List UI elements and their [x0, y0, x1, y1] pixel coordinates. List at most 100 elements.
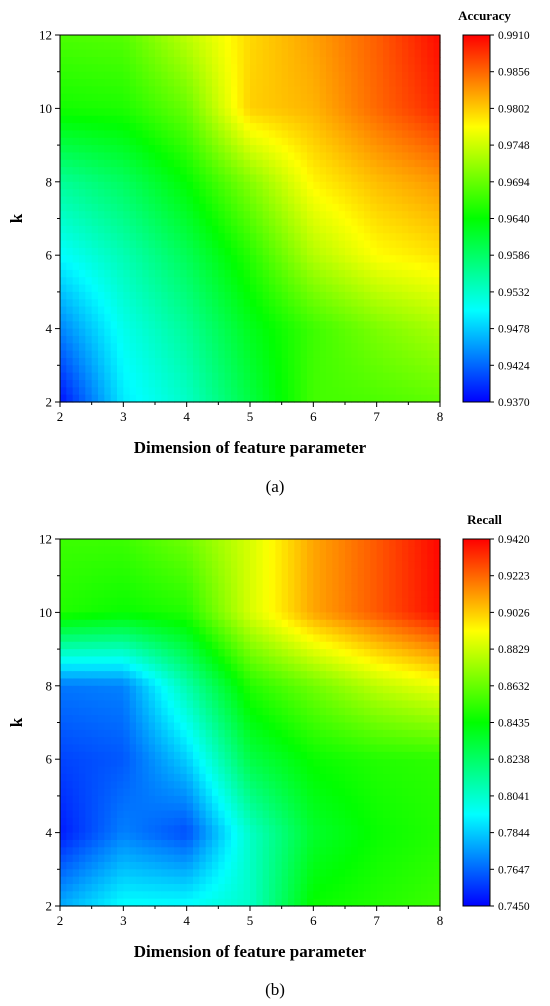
heatmap-cell	[66, 218, 74, 227]
heatmap-cell	[319, 350, 327, 359]
heatmap-cell	[332, 71, 340, 80]
heatmap-cell	[231, 891, 238, 900]
heatmap-cell	[281, 328, 289, 337]
heatmap-cell	[136, 737, 143, 746]
heatmap-cell	[408, 365, 416, 374]
heatmap-cell	[269, 350, 276, 359]
heatmap-cell	[250, 269, 257, 278]
heatmap-cell	[161, 321, 169, 330]
heatmap-cell	[167, 891, 175, 900]
heatmap-cell	[408, 269, 416, 278]
heatmap-cell	[256, 306, 264, 315]
heatmap-cell	[180, 42, 188, 51]
heatmap-cell	[275, 343, 283, 352]
heatmap-cell	[136, 335, 143, 344]
heatmap-cell	[123, 247, 131, 256]
heatmap-cell	[91, 335, 99, 344]
heatmap-cell	[275, 590, 283, 599]
heatmap-cell	[129, 553, 137, 562]
heatmap-cell	[231, 225, 238, 234]
heatmap-cell	[123, 693, 131, 702]
heatmap-cell	[186, 291, 194, 300]
heatmap-cell	[148, 817, 156, 826]
heatmap-cell	[275, 306, 283, 315]
heatmap-cell	[395, 203, 403, 212]
heatmap-cell	[98, 744, 105, 753]
heatmap-cell	[60, 781, 67, 790]
heatmap-cell	[104, 137, 112, 146]
heatmap-cell	[275, 671, 283, 680]
heatmap-cell	[288, 379, 295, 388]
heatmap-cell	[60, 247, 67, 256]
heatmap-cell	[79, 898, 86, 907]
heatmap-cell	[414, 49, 422, 58]
heatmap-cell	[186, 328, 194, 337]
heatmap-cell	[224, 553, 232, 562]
heatmap-cell	[408, 299, 416, 308]
heatmap-cell	[357, 387, 365, 396]
heatmap-cell	[72, 269, 80, 278]
heatmap-cell	[332, 255, 340, 264]
heatmap-cell	[281, 891, 289, 900]
heatmap-cell	[414, 137, 422, 146]
heatmap-cell	[224, 876, 232, 885]
heatmap-cell	[161, 225, 169, 234]
heatmap-cell	[224, 891, 232, 900]
heatmap-cell	[155, 225, 162, 234]
heatmap-cell	[262, 898, 270, 907]
heatmap-cell	[402, 247, 409, 256]
heatmap-cell	[205, 211, 213, 220]
heatmap-cell	[136, 379, 143, 388]
heatmap-cell	[262, 707, 270, 716]
heatmap-cell	[313, 277, 321, 286]
heatmap-cell	[110, 553, 118, 562]
heatmap-cell	[123, 627, 131, 636]
heatmap-cell	[117, 35, 124, 43]
heatmap-cell	[155, 86, 162, 95]
heatmap-cell	[294, 269, 302, 278]
heatmap-cell	[364, 108, 371, 117]
heatmap-cell	[269, 49, 276, 58]
heatmap-cell	[142, 568, 150, 577]
heatmap-cell	[117, 86, 124, 95]
heatmap-cell	[129, 328, 137, 337]
heatmap-cell	[389, 86, 397, 95]
heatmap-cell	[110, 539, 118, 547]
heatmap-cell	[307, 159, 314, 168]
heatmap-cell	[326, 350, 333, 359]
heatmap-cell	[91, 590, 99, 599]
heatmap-cell	[218, 575, 226, 584]
heatmap-cell	[231, 211, 238, 220]
heatmap-cell	[110, 49, 118, 58]
heatmap-cell	[275, 839, 283, 848]
heatmap-cell	[186, 759, 194, 768]
heatmap-cell	[136, 145, 143, 154]
heatmap-cell	[91, 722, 99, 731]
heatmap-cell	[174, 321, 181, 330]
heatmap-cell	[256, 387, 264, 396]
heatmap-cell	[281, 225, 289, 234]
heatmap-cell	[408, 343, 416, 352]
heatmap-cell	[294, 321, 302, 330]
heatmap-cell	[433, 115, 441, 124]
heatmap-cell	[231, 196, 238, 205]
heatmap-cell	[427, 225, 435, 234]
heatmap-cell	[142, 240, 150, 249]
heatmap-cell	[85, 847, 93, 856]
heatmap-cell	[60, 255, 67, 264]
heatmap-cell	[167, 575, 175, 584]
heatmap-cell	[231, 350, 238, 359]
heatmap-cell	[351, 145, 359, 154]
heatmap-cell	[104, 619, 112, 628]
heatmap-cell	[142, 715, 150, 724]
heatmap-cell	[269, 152, 276, 161]
heatmap-cell	[85, 86, 93, 95]
heatmap-cell	[205, 71, 213, 80]
heatmap-cell	[218, 394, 226, 403]
heatmap-cell	[218, 656, 226, 665]
heatmap-cell	[155, 671, 162, 680]
heatmap-cell	[148, 861, 156, 870]
heatmap-cell	[104, 86, 112, 95]
heatmap-cell	[294, 130, 302, 139]
heatmap-cell	[167, 898, 175, 907]
